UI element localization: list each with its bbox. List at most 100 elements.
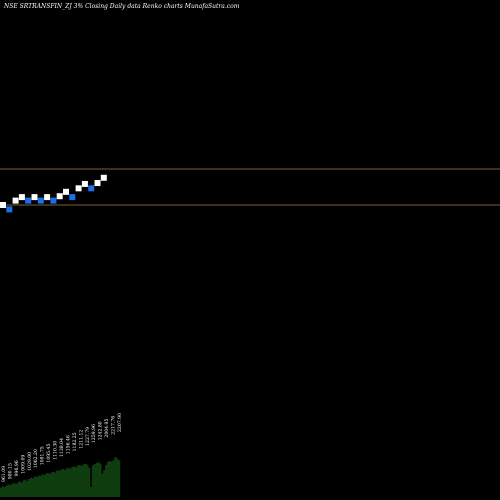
volume-bar-34 <box>63 470 66 497</box>
reference-lines <box>0 168 500 206</box>
volume-bar-51 <box>95 463 98 497</box>
volume-bar-35 <box>65 468 68 497</box>
renko-brick-16 <box>100 174 107 181</box>
volume-bar-39 <box>73 466 76 497</box>
renko-brick-9 <box>56 193 63 200</box>
volume-bar-13 <box>24 479 27 497</box>
renko-brick-3 <box>18 194 25 201</box>
volume-bar-23 <box>43 475 46 497</box>
volume-bar-15 <box>28 479 31 497</box>
volume-bar-16 <box>30 477 33 497</box>
volume-label-3: 1009.09 <box>20 455 26 474</box>
volume-bar-6 <box>11 483 14 497</box>
volume-bar-12 <box>22 480 25 497</box>
volume-bar-62 <box>116 458 119 497</box>
volume-bar-56 <box>105 465 108 497</box>
volume-label-13: 1227.79 <box>85 427 91 446</box>
volume-label-14: 1259.96 <box>91 424 97 443</box>
volume-bar-46 <box>86 464 89 497</box>
volume-label-2: 996.96 <box>14 460 20 476</box>
renko-brick-11 <box>69 194 76 201</box>
volume-bar-9 <box>16 482 20 497</box>
volume-labels: 961.09 980.15 996.96 1009.09 1029.00 1062.20 1… <box>1 413 123 482</box>
volume-bar-54 <box>101 473 104 497</box>
volume-bar-61 <box>114 457 117 497</box>
volume-bar-4 <box>7 484 10 497</box>
volume-bar-32 <box>60 469 63 497</box>
volume-bar-37 <box>69 468 72 497</box>
volume-bar-2 <box>3 487 6 497</box>
volume-bar-57 <box>106 462 110 497</box>
volume-bar-45 <box>84 463 87 497</box>
volume-bar-41 <box>76 465 80 497</box>
renko-bricks <box>0 174 107 213</box>
renko-brick-4 <box>25 197 32 204</box>
volume-bar-26 <box>48 474 51 497</box>
volume-bar-7 <box>13 483 16 497</box>
volume-label-4: 1029.00 <box>27 452 33 471</box>
renko-brick-8 <box>50 197 57 204</box>
renko-brick-0 <box>0 202 6 208</box>
volume-label-18: 2207.90 <box>117 413 123 432</box>
volume-label-17: 2217.76 <box>111 416 117 435</box>
volume-bar-55 <box>103 470 106 497</box>
volume-bar-49 <box>91 465 95 497</box>
volume-bar-21 <box>39 476 42 497</box>
volume-bar-38 <box>71 467 74 497</box>
volume-bar-3 <box>5 485 8 497</box>
volume-bar-5 <box>9 485 12 497</box>
renko-brick-10 <box>63 188 69 195</box>
volume-bar-1 <box>1 486 5 497</box>
volume-label-1: 980.15 <box>7 463 13 479</box>
volume-bar-60 <box>112 460 115 497</box>
renko-brick-12 <box>75 185 82 192</box>
volume-bar-14 <box>26 481 29 497</box>
volume-bar-28 <box>52 471 55 497</box>
volume-bar-33 <box>61 469 65 497</box>
volume-bar-31 <box>58 471 61 497</box>
renko-brick-2 <box>12 197 19 204</box>
volume-label-15: 1242.80 <box>98 421 104 440</box>
renko-brick-5 <box>31 194 38 201</box>
volume-label-8: 1110.30 <box>53 441 59 460</box>
volume-bar-8 <box>15 484 18 497</box>
volume-bar-42 <box>78 465 81 497</box>
volume-bar-48 <box>90 487 93 497</box>
renko-brick-1 <box>6 206 13 213</box>
volume-label-11: 1182.25 <box>72 432 78 451</box>
chart-title: NSE SRTRANSFIN_ZJ 3% Closing Daily data … <box>3 3 240 10</box>
volume-label-0: 961.09 <box>1 466 7 482</box>
volume-bar-47 <box>88 467 91 497</box>
volume-bar-17 <box>31 478 35 497</box>
volume-bar-0 <box>0 487 3 497</box>
volume-bar-20 <box>37 475 40 497</box>
volume-bar-52 <box>97 462 100 497</box>
volume-bar-19 <box>35 477 38 497</box>
volume-bar-27 <box>50 472 53 497</box>
volume-label-12: 1211.12 <box>78 430 84 449</box>
volume-bar-58 <box>108 461 111 497</box>
volume-bar-59 <box>110 461 113 497</box>
volume-bar-18 <box>33 476 36 497</box>
volume-bar-63 <box>118 460 121 497</box>
volume-bar-10 <box>18 481 21 497</box>
volume-bar-36 <box>67 467 70 497</box>
volume-bar-24 <box>45 473 48 497</box>
volume-label-6: 1081.75 <box>40 446 46 465</box>
volume-bar-50 <box>93 464 96 497</box>
volume-label-10: 1156.46 <box>65 435 71 454</box>
volume-bar-22 <box>41 474 44 497</box>
volume-bar-43 <box>80 466 83 497</box>
volume-label-5: 1062.20 <box>33 449 39 468</box>
volume-bar-40 <box>75 467 78 497</box>
volume-bar-30 <box>56 470 59 497</box>
volume-label-9: 1138.04 <box>59 438 65 457</box>
volume-bar-29 <box>54 472 57 497</box>
volume-bar-44 <box>82 464 85 497</box>
volume-bar-25 <box>46 473 50 497</box>
renko-brick-15 <box>94 180 101 187</box>
renko-brick-6 <box>37 197 44 204</box>
renko-brick-14 <box>88 185 95 192</box>
renko-brick-7 <box>44 194 51 201</box>
